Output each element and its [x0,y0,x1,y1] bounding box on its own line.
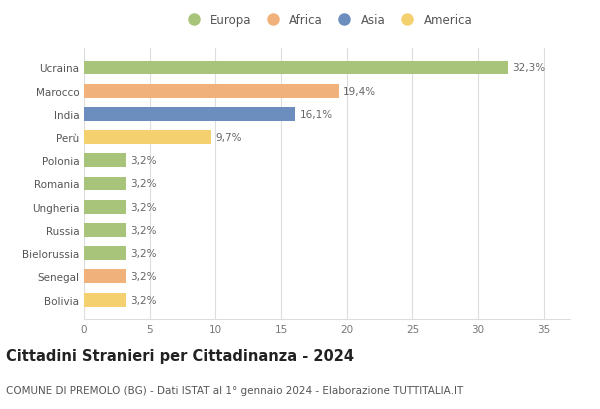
Text: 3,2%: 3,2% [130,156,157,166]
Bar [84,61,508,75]
Bar [84,247,126,261]
Text: 3,2%: 3,2% [130,179,157,189]
Text: 32,3%: 32,3% [512,63,545,73]
Text: 3,2%: 3,2% [130,272,157,282]
Bar [84,270,126,283]
Bar [84,223,126,237]
Text: 3,2%: 3,2% [130,295,157,305]
Text: 16,1%: 16,1% [299,110,332,119]
Text: 3,2%: 3,2% [130,225,157,235]
Bar [84,85,339,99]
Text: 3,2%: 3,2% [130,249,157,258]
Text: 19,4%: 19,4% [343,86,376,97]
Legend: Europa, Africa, Asia, America: Europa, Africa, Asia, America [177,9,477,31]
Bar [84,108,295,121]
Bar [84,131,211,145]
Bar [84,154,126,168]
Text: 9,7%: 9,7% [215,133,242,143]
Bar [84,177,126,191]
Text: 3,2%: 3,2% [130,202,157,212]
Bar [84,200,126,214]
Text: COMUNE DI PREMOLO (BG) - Dati ISTAT al 1° gennaio 2024 - Elaborazione TUTTITALIA: COMUNE DI PREMOLO (BG) - Dati ISTAT al 1… [6,384,463,395]
Bar [84,293,126,307]
Text: Cittadini Stranieri per Cittadinanza - 2024: Cittadini Stranieri per Cittadinanza - 2… [6,348,354,363]
